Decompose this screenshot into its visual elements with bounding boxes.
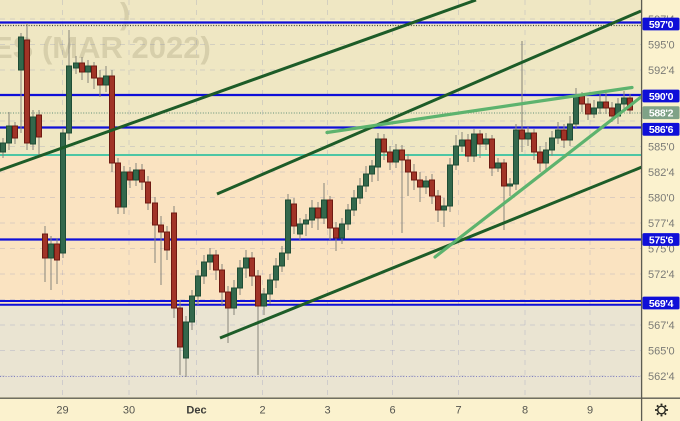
svg-text:595'0: 595'0 <box>648 40 675 52</box>
svg-text:585'0: 585'0 <box>648 142 675 154</box>
svg-text:2: 2 <box>259 405 265 417</box>
svg-text:569'4: 569'4 <box>649 298 674 310</box>
svg-text:): ) <box>120 0 130 31</box>
svg-text:ES (MAR 2022): ES (MAR 2022) <box>0 30 211 65</box>
svg-text:588'2: 588'2 <box>649 108 674 120</box>
svg-text:29: 29 <box>56 405 68 417</box>
svg-text:575'0: 575'0 <box>648 244 675 256</box>
svg-text:575'6: 575'6 <box>649 234 674 246</box>
svg-text:562'4: 562'4 <box>648 371 675 383</box>
svg-text:577'4: 577'4 <box>648 218 675 230</box>
svg-text:572'4: 572'4 <box>648 269 675 281</box>
svg-text:7: 7 <box>455 405 461 417</box>
svg-text:6: 6 <box>389 405 395 417</box>
svg-text:582'4: 582'4 <box>648 167 675 179</box>
svg-text:8: 8 <box>522 405 528 417</box>
svg-text:30: 30 <box>123 405 135 417</box>
svg-text:592'4: 592'4 <box>648 65 675 77</box>
svg-text:9: 9 <box>587 405 593 417</box>
svg-text:Dec: Dec <box>186 405 206 417</box>
svg-text:580'0: 580'0 <box>648 193 675 205</box>
svg-text:567'4: 567'4 <box>648 320 675 332</box>
svg-text:590'0: 590'0 <box>649 91 674 103</box>
svg-text:3: 3 <box>324 405 330 417</box>
svg-text:597'0: 597'0 <box>649 19 674 31</box>
svg-text:586'6: 586'6 <box>649 124 674 136</box>
svg-text:565'0: 565'0 <box>648 346 675 358</box>
